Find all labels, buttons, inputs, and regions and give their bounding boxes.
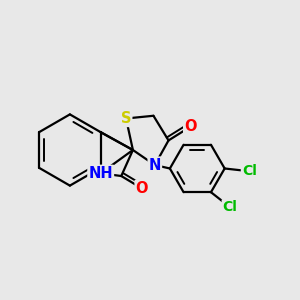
Text: O: O	[136, 181, 148, 196]
Text: N: N	[148, 158, 161, 172]
Text: O: O	[184, 119, 197, 134]
Text: S: S	[121, 111, 131, 126]
Text: Cl: Cl	[223, 200, 238, 214]
Text: NH: NH	[88, 166, 113, 181]
Text: Cl: Cl	[242, 164, 257, 178]
